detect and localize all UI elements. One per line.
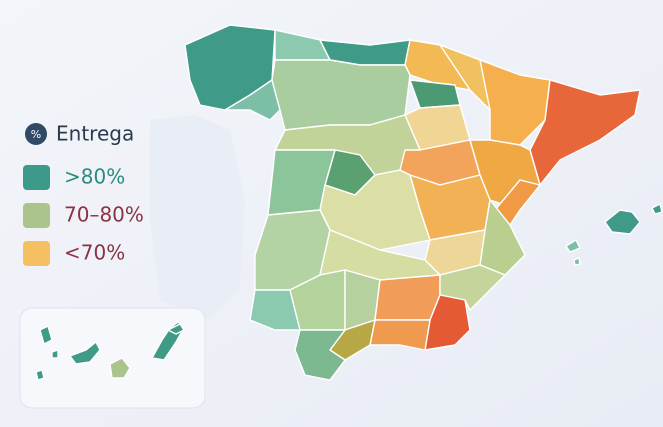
legend-swatch	[23, 241, 50, 266]
province	[439, 264, 506, 311]
island	[69, 341, 101, 365]
island	[35, 369, 45, 381]
legend-label: <70%	[64, 241, 125, 265]
legend-icon	[25, 123, 47, 145]
canary-inset	[19, 307, 206, 409]
province	[529, 79, 641, 186]
island	[565, 239, 581, 253]
province	[294, 329, 346, 381]
island	[39, 325, 53, 345]
provinces	[184, 24, 641, 381]
islands	[35, 203, 663, 381]
portugal-shade	[150, 115, 245, 320]
province	[249, 289, 301, 331]
island	[167, 323, 185, 335]
province	[374, 274, 441, 321]
legend-icon-text: %	[31, 128, 41, 141]
legend: % Entrega >80% 70–80% <70%	[23, 122, 144, 266]
island	[51, 349, 59, 359]
island	[604, 209, 641, 235]
province	[494, 179, 541, 226]
legend-title: Entrega	[56, 122, 134, 146]
legend-label: 70–80%	[64, 203, 144, 227]
island	[109, 357, 131, 379]
island	[651, 203, 663, 215]
legend-swatch	[23, 165, 50, 190]
island	[573, 257, 581, 266]
legend-label: >80%	[64, 165, 125, 189]
province	[479, 59, 551, 146]
legend-swatch	[23, 203, 50, 228]
province	[369, 319, 431, 351]
